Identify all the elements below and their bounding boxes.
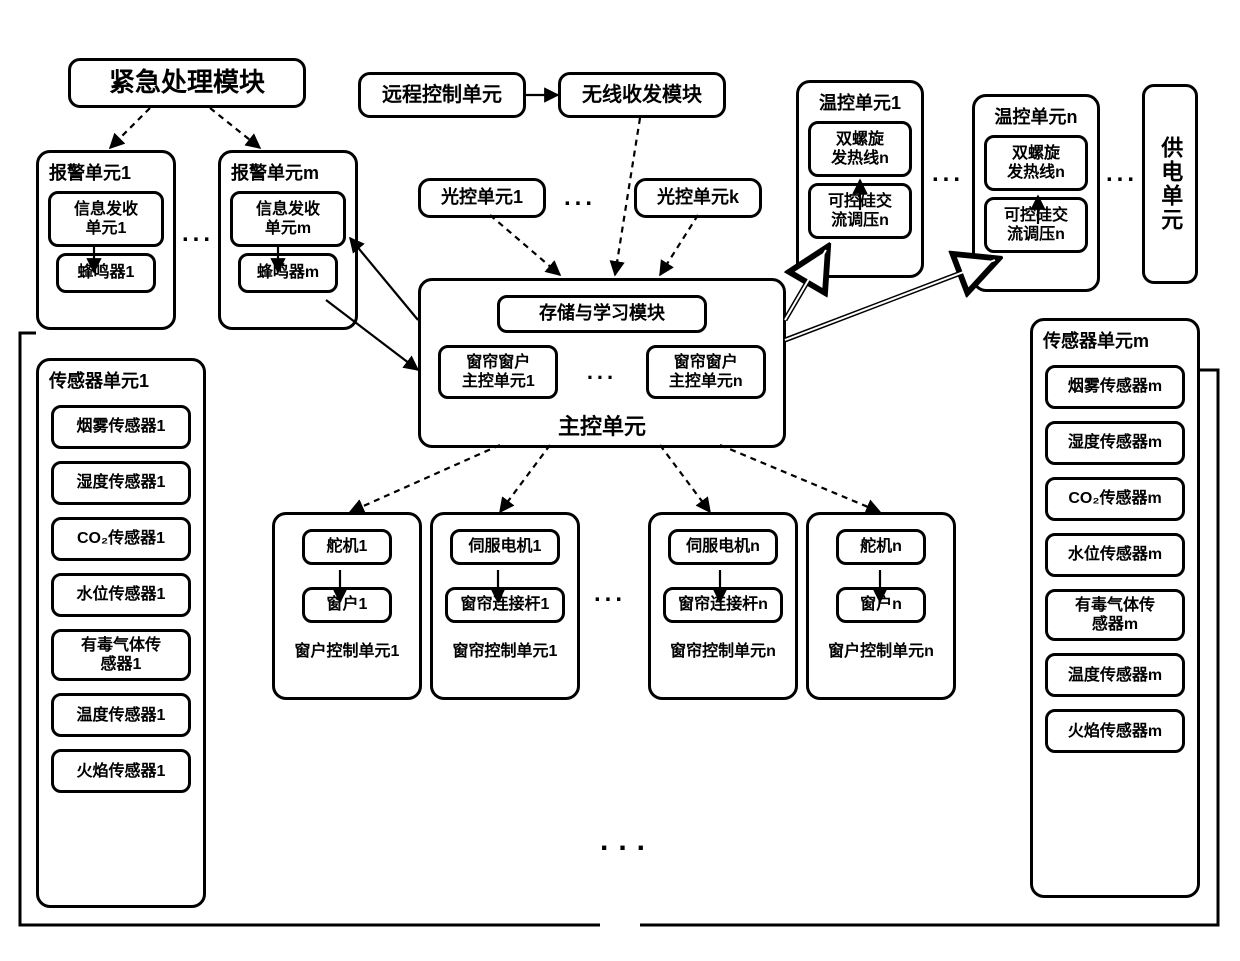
sensor-item: 温度传感器m (1045, 653, 1185, 697)
temp-control-n: 温控单元n 双螺旋 发热线n 可控硅交 流调压n (972, 94, 1100, 292)
alarm-m-title: 报警单元m (221, 153, 355, 185)
servo-1: 舵机1 (302, 529, 392, 565)
power-unit: 供电单元 (1142, 84, 1198, 284)
storage-learning-module: 存储与学习模块 (497, 295, 707, 333)
window-ctrl-1-label: 窗户控制单元1 (275, 633, 419, 667)
curtain-window-main-1: 窗帘窗户 主控单元1 (438, 345, 558, 399)
servo-motor-n: 伺服电机n (668, 529, 778, 565)
alarm-unit-1: 报警单元1 信息发收 单元1 蜂鸣器1 (36, 150, 176, 330)
main-control-unit: 存储与学习模块 窗帘窗户 主控单元1 ... 窗帘窗户 主控单元n 主控单元 (418, 278, 786, 448)
dots-temp2: ... (1106, 160, 1138, 188)
curtain-rod-n: 窗帘连接杆n (663, 587, 783, 623)
sensor-item: CO₂传感器1 (51, 517, 191, 561)
servo-n: 舵机n (836, 529, 926, 565)
sensor-item: 湿度传感器m (1045, 421, 1185, 465)
temp-1-scr: 可控硅交 流调压n (808, 183, 912, 239)
dots-main-ctrl: ... (587, 359, 617, 385)
temp-1-title: 温控单元1 (799, 83, 921, 115)
temp-1-heater: 双螺旋 发热线n (808, 121, 912, 177)
window-ctrl-n-label: 窗户控制单元n (809, 633, 953, 667)
alarm-m-info: 信息发收 单元m (230, 191, 346, 247)
window-1: 窗户1 (302, 587, 392, 623)
sensor-item: 水位传感器1 (51, 573, 191, 617)
alarm-1-buzzer: 蜂鸣器1 (56, 253, 156, 293)
curtain-control-unit-n: 伺服电机n 窗帘连接杆n 窗帘控制单元n (648, 512, 798, 700)
sensor-unit-1: 传感器单元1 烟雾传感器1 湿度传感器1 CO₂传感器1 水位传感器1 有毒气体传 感器… (36, 358, 206, 908)
window-control-unit-n: 舵机n 窗户n 窗户控制单元n (806, 512, 956, 700)
alarm-1-info: 信息发收 单元1 (48, 191, 164, 247)
temp-control-1: 温控单元1 双螺旋 发热线n 可控硅交 流调压n (796, 80, 924, 278)
sensor-item: 水位传感器m (1045, 533, 1185, 577)
sensor-item: 湿度传感器1 (51, 461, 191, 505)
dots-bottom-ctrl: ... (594, 580, 626, 608)
sensors-1-title: 传感器单元1 (39, 361, 203, 393)
servo-motor-1: 伺服电机1 (450, 529, 560, 565)
sensor-item: 温度传感器1 (51, 693, 191, 737)
power-label: 供电单元 (1157, 136, 1183, 232)
sensor-item: CO₂传感器m (1045, 477, 1185, 521)
sensor-item: 烟雾传感器m (1045, 365, 1185, 409)
sensors-m-title: 传感器单元m (1033, 321, 1197, 353)
dots-light: ... (564, 184, 596, 212)
curtain-control-unit-1: 伺服电机1 窗帘连接杆1 窗帘控制单元1 (430, 512, 580, 700)
light-control-1: 光控单元1 (418, 178, 546, 218)
window-n: 窗户n (836, 587, 926, 623)
dots-alarm: ... (182, 220, 214, 248)
sensor-unit-m: 传感器单元m 烟雾传感器m 湿度传感器m CO₂传感器m 水位传感器m 有毒气体传 感器… (1030, 318, 1200, 898)
sensor-item: 火焰传感器m (1045, 709, 1185, 753)
remote-label: 远程控制单元 (382, 83, 502, 107)
window-control-unit-1: 舵机1 窗户1 窗户控制单元1 (272, 512, 422, 700)
temp-n-title: 温控单元n (975, 97, 1097, 129)
curtain-rod-1: 窗帘连接杆1 (445, 587, 565, 623)
sensor-item: 有毒气体传 感器1 (51, 629, 191, 681)
main-unit-label: 主控单元 (421, 405, 783, 447)
alarm-1-title: 报警单元1 (39, 153, 173, 185)
dots-bottom-big: ... (600, 824, 655, 858)
remote-control-unit: 远程控制单元 (358, 72, 526, 118)
dots-temp: ... (932, 160, 964, 188)
light-1-label: 光控单元1 (441, 187, 523, 209)
curtain-ctrl-1-label: 窗帘控制单元1 (433, 633, 577, 667)
light-k-label: 光控单元k (657, 187, 739, 209)
sensor-item: 烟雾传感器1 (51, 405, 191, 449)
wireless-label: 无线收发模块 (582, 83, 702, 107)
sensor-item: 火焰传感器1 (51, 749, 191, 793)
temp-n-scr: 可控硅交 流调压n (984, 197, 1088, 253)
curtain-window-main-n: 窗帘窗户 主控单元n (646, 345, 766, 399)
curtain-ctrl-n-label: 窗帘控制单元n (651, 633, 795, 667)
sensor-item: 有毒气体传 感器m (1045, 589, 1185, 641)
alarm-unit-m: 报警单元m 信息发收 单元m 蜂鸣器m (218, 150, 358, 330)
emergency-label: 紧急处理模块 (109, 67, 265, 98)
emergency-module: 紧急处理模块 (68, 58, 306, 108)
alarm-m-buzzer: 蜂鸣器m (238, 253, 338, 293)
light-control-k: 光控单元k (634, 178, 762, 218)
temp-n-heater: 双螺旋 发热线n (984, 135, 1088, 191)
wireless-module: 无线收发模块 (558, 72, 726, 118)
